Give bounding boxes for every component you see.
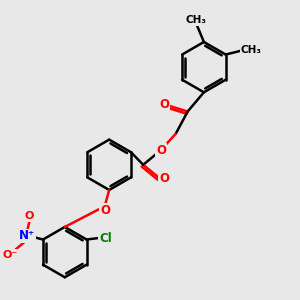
Text: O: O <box>159 172 169 184</box>
Text: CH₃: CH₃ <box>185 15 206 25</box>
Text: O⁻: O⁻ <box>2 250 17 260</box>
Text: N⁺: N⁺ <box>19 230 35 242</box>
Text: CH₃: CH₃ <box>240 45 261 55</box>
Text: O: O <box>100 204 110 217</box>
Text: O: O <box>159 98 169 111</box>
Text: O: O <box>156 144 166 157</box>
Text: Cl: Cl <box>99 232 112 244</box>
Text: O: O <box>25 212 34 221</box>
